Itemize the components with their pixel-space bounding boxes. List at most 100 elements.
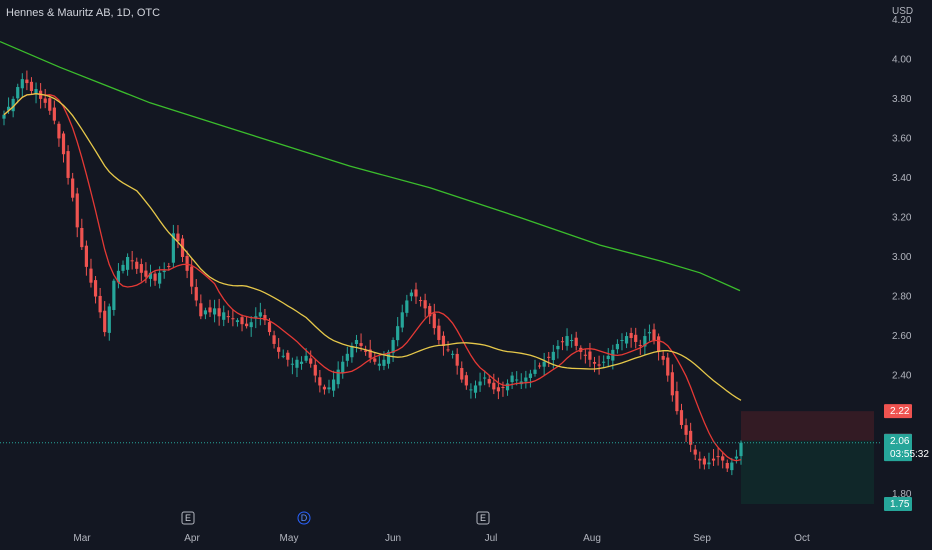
candle-body[interactable] [43, 98, 47, 103]
candle-body[interactable] [89, 268, 93, 283]
candle-body[interactable] [52, 107, 56, 121]
candle-body[interactable] [290, 363, 294, 365]
candle-body[interactable] [588, 351, 592, 360]
candle-body[interactable] [515, 379, 519, 381]
candle-body[interactable] [606, 355, 610, 360]
stop-zone[interactable] [741, 440, 874, 505]
candle-body[interactable] [377, 363, 381, 366]
candle-body[interactable] [98, 295, 102, 313]
candle-body[interactable] [460, 368, 464, 380]
candle-body[interactable] [739, 442, 743, 457]
candle-body[interactable] [556, 345, 560, 350]
candle-body[interactable] [409, 292, 414, 297]
candle-body[interactable] [597, 364, 601, 366]
candle-body[interactable] [350, 345, 354, 358]
candle-body[interactable] [396, 326, 400, 341]
earnings-icon[interactable] [476, 511, 490, 525]
candle-body[interactable] [153, 273, 157, 281]
candle-body[interactable] [359, 343, 363, 346]
candle-body[interactable] [6, 106, 11, 111]
candle-body[interactable] [721, 456, 725, 461]
candle-body[interactable] [107, 306, 111, 333]
candle-body[interactable] [524, 377, 528, 382]
ma-mid-line[interactable] [3, 93, 742, 401]
candle-body[interactable] [382, 359, 386, 366]
candle-body[interactable] [432, 313, 436, 329]
candle-body[interactable] [295, 359, 299, 368]
candle-body[interactable] [61, 133, 66, 155]
candle-body[interactable] [226, 316, 230, 318]
candle-body[interactable] [327, 387, 331, 390]
candle-body[interactable] [551, 351, 555, 361]
candle-body[interactable] [428, 306, 432, 317]
candle-body[interactable] [510, 375, 514, 383]
candle-body[interactable] [734, 456, 739, 459]
candle-body[interactable] [190, 266, 194, 287]
candle-body[interactable] [716, 456, 720, 458]
candle-body[interactable] [267, 322, 272, 333]
target-price-tag[interactable] [884, 404, 912, 419]
candle-body[interactable] [615, 343, 620, 350]
candle-body[interactable] [560, 341, 565, 343]
dividend-icon[interactable] [297, 511, 311, 525]
candle-body[interactable] [125, 256, 130, 270]
candle-body[interactable] [71, 178, 75, 198]
candle-body[interactable] [666, 357, 670, 376]
candle-body[interactable] [423, 300, 427, 309]
candle-body[interactable] [116, 270, 121, 283]
candle-body[interactable] [304, 355, 308, 361]
candle-body[interactable] [693, 449, 697, 455]
candle-body[interactable] [478, 381, 482, 386]
candle-body[interactable] [194, 287, 198, 301]
candle-body[interactable] [652, 329, 656, 340]
candle-body[interactable] [281, 355, 285, 357]
candle-body[interactable] [373, 358, 377, 362]
candle-body[interactable] [217, 308, 221, 317]
ma-long-line[interactable] [0, 41, 741, 292]
candle-body[interactable] [405, 300, 409, 313]
candle-body[interactable] [20, 79, 24, 89]
candle-body[interactable] [574, 337, 578, 346]
candle-body[interactable] [341, 361, 345, 373]
candle-body[interactable] [368, 349, 372, 358]
candle-body[interactable] [670, 372, 674, 396]
candle-body[interactable] [185, 256, 189, 271]
candle-body[interactable] [272, 335, 276, 344]
candle-body[interactable] [80, 227, 84, 248]
candle-body[interactable] [245, 323, 249, 327]
candle-body[interactable] [203, 310, 208, 315]
candle-body[interactable] [130, 260, 134, 262]
candle-body[interactable] [634, 334, 638, 342]
candle-body[interactable] [684, 425, 688, 435]
candle-body[interactable] [570, 339, 574, 341]
candle-body[interactable] [487, 379, 491, 384]
candle-body[interactable] [464, 375, 468, 386]
candle-body[interactable] [437, 325, 441, 340]
candle-body[interactable] [258, 312, 262, 317]
candle-body[interactable] [702, 458, 706, 465]
candle-body[interactable] [263, 315, 267, 321]
candle-body[interactable] [391, 339, 395, 354]
candle-body[interactable] [707, 462, 711, 465]
candle-body[interactable] [254, 316, 258, 319]
candle-body[interactable] [501, 386, 505, 388]
candle-body[interactable] [547, 356, 551, 358]
candle-body[interactable] [286, 352, 290, 360]
candle-body[interactable] [528, 373, 533, 378]
candle-body[interactable] [29, 81, 34, 91]
candle-body[interactable] [565, 336, 569, 346]
candle-body[interactable] [103, 310, 107, 333]
candle-body[interactable] [16, 87, 20, 99]
candle-body[interactable] [313, 364, 317, 376]
candle-body[interactable] [624, 336, 629, 344]
candle-body[interactable] [84, 245, 88, 267]
candle-body[interactable] [144, 270, 148, 277]
last-price-tag[interactable] [884, 434, 912, 462]
candle-body[interactable] [620, 339, 624, 341]
candle-body[interactable] [167, 266, 171, 268]
ma-short-line[interactable] [3, 93, 742, 462]
candle-body[interactable] [679, 410, 684, 425]
candle-body[interactable] [469, 389, 473, 391]
price-axis[interactable] [882, 0, 932, 550]
